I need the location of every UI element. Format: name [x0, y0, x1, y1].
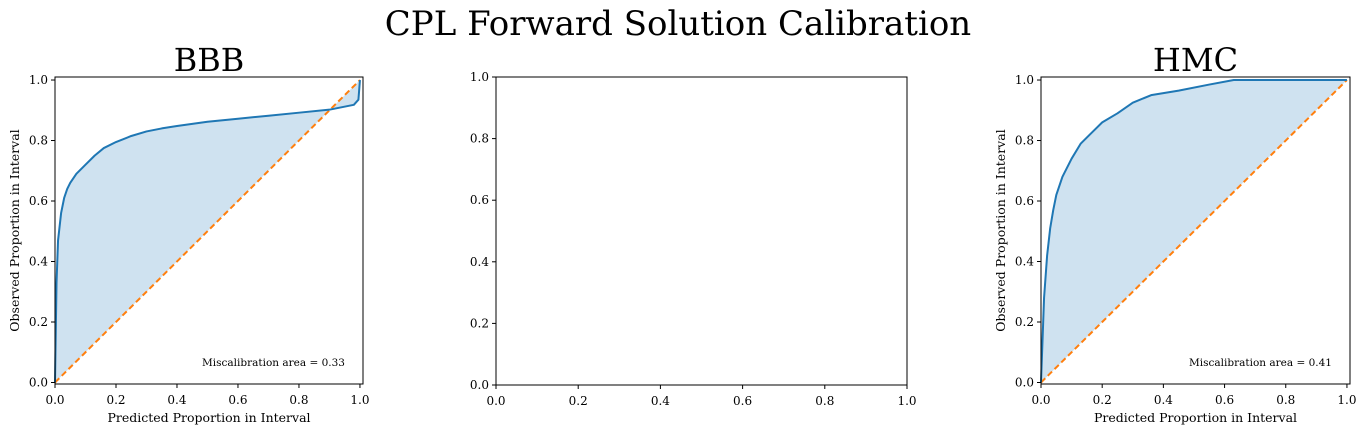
x-tick-label: 0.2	[106, 393, 125, 407]
y-tick-label: 0.6	[29, 194, 48, 208]
y-axis-label: Observed Proportion in Interval	[993, 129, 1008, 331]
ideal-calibration-line	[54, 79, 361, 384]
x-tick-label: 0.0	[45, 393, 64, 407]
miscalibration-annotation: Miscalibration area = 0.41	[1189, 357, 1332, 369]
x-tick-label: 1.0	[1337, 393, 1356, 407]
y-tick-label: 1.0	[29, 73, 48, 87]
figure-suptitle: CPL Forward Solution Calibration	[385, 4, 971, 44]
y-tick-label: 0.4	[29, 255, 48, 269]
y-tick-label: 0.2	[470, 316, 489, 330]
y-tick-label: 0.0	[29, 375, 48, 389]
y-tick-label: 0.2	[1015, 315, 1034, 329]
subplot-3: 0.0 0.2 0.4 0.6 0.8 1.0 0.0 0.2 0.4 0.6 0.8 1.0 HMC P…	[993, 41, 1356, 425]
subplot-title: HMC	[1153, 41, 1238, 79]
subplot-2: 0.0 0.2 0.4 0.6 0.8 1.0 0.0 0.2 0.4 0.6 0.8 1.0	[470, 70, 917, 408]
x-tick-label: 0.2	[1093, 393, 1112, 407]
x-axis-label: Predicted Proportion in Interval	[1094, 410, 1297, 425]
x-tick-label: 0.8	[815, 394, 834, 408]
miscalibration-annotation: Miscalibration area = 0.33	[202, 357, 345, 369]
subplot-1: 0.0 0.2 0.4 0.6 0.8 1.0 0.0 0.2 0.4 0.6 0.8 1.0 BBB P…	[7, 41, 369, 425]
y-tick-label: 1.0	[1015, 73, 1034, 87]
y-tick-label: 0.6	[470, 193, 489, 207]
x-axis-label: Predicted Proportion in Interval	[107, 410, 310, 425]
x-tick-label: 0.4	[167, 393, 186, 407]
y-tick-label: 0.0	[470, 378, 489, 392]
x-tick-label: 0.6	[228, 393, 247, 407]
x-tick-label: 0.8	[1276, 393, 1295, 407]
y-axis-label: Observed Proportion in Interval	[7, 129, 22, 331]
x-tick-label: 0.0	[1031, 393, 1050, 407]
x-tick-label: 1.0	[350, 393, 369, 407]
y-tick-label: 0.2	[29, 315, 48, 329]
subplot-title: BBB	[174, 41, 245, 79]
x-tick-label: 0.6	[733, 394, 752, 408]
y-tick-label: 0.6	[1015, 194, 1034, 208]
x-tick-label: 0.2	[569, 394, 588, 408]
y-tick-label: 0.8	[470, 132, 489, 146]
x-tick-label: 0.8	[289, 393, 308, 407]
x-tick-label: 0.0	[486, 394, 505, 408]
calibration-curve	[54, 79, 361, 383]
x-tick-label: 0.6	[1215, 393, 1234, 407]
x-tick-label: 0.4	[1154, 393, 1173, 407]
y-tick-label: 0.0	[1015, 375, 1034, 389]
axes-frame	[495, 76, 908, 386]
y-tick-label: 0.8	[29, 134, 48, 148]
axes-frame	[54, 76, 364, 385]
axes-frame	[1040, 76, 1351, 385]
ideal-calibration-line	[1040, 79, 1348, 384]
y-tick-label: 0.8	[1015, 134, 1034, 148]
x-tick-label: 1.0	[897, 394, 916, 408]
y-tick-label: 0.4	[470, 255, 489, 269]
y-tick-label: 1.0	[470, 70, 489, 84]
x-tick-label: 0.4	[651, 394, 670, 408]
calibration-curve	[1040, 79, 1347, 383]
y-tick-label: 0.4	[1015, 255, 1034, 269]
